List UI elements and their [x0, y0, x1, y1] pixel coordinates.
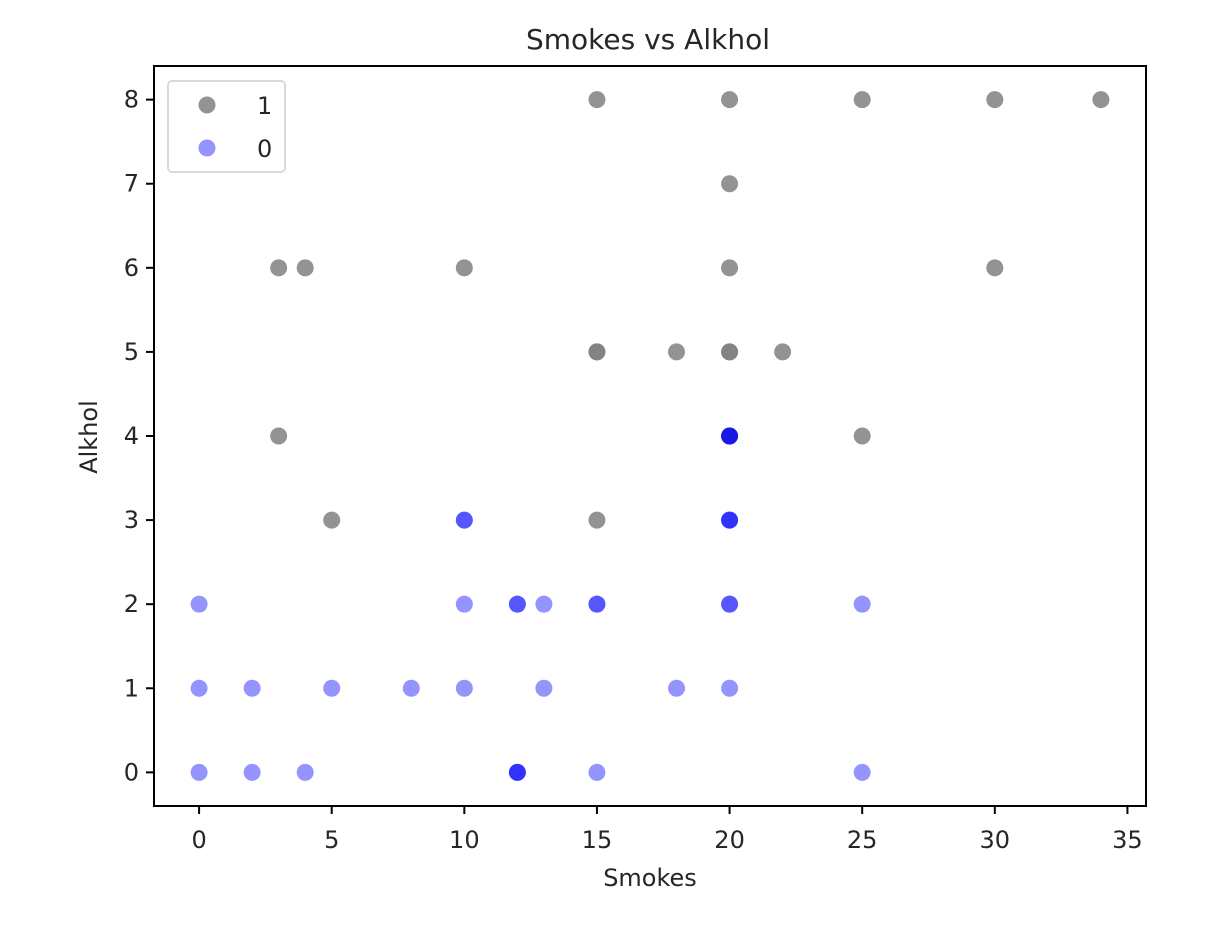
y-axis-tick-label: 2 — [124, 590, 139, 618]
legend-marker — [198, 96, 216, 114]
series-1-point — [986, 91, 1004, 109]
legend: 10 — [167, 80, 286, 173]
y-axis-tick-label: 8 — [124, 86, 139, 114]
series-0-point — [721, 511, 739, 529]
plot-area — [153, 65, 1147, 807]
series-0-point — [455, 511, 473, 529]
series-0-point — [668, 679, 686, 697]
x-axis-tick-label: 30 — [980, 826, 1011, 854]
y-axis-tick-label: 5 — [124, 338, 139, 366]
series-1-point — [270, 259, 288, 277]
series-1-point — [721, 175, 739, 193]
chart-title: Smokes vs Alkhol — [526, 23, 770, 56]
series-0-point — [588, 595, 606, 613]
series-0-point — [535, 595, 553, 613]
y-axis-tick-label: 7 — [124, 170, 139, 198]
series-1-point — [853, 91, 871, 109]
series-1-point — [323, 511, 341, 529]
series-1-point — [774, 343, 792, 361]
series-0-point — [243, 763, 261, 781]
series-0-point — [190, 763, 208, 781]
legend-marker — [198, 139, 216, 157]
y-axis-tick-label: 3 — [124, 506, 139, 534]
series-0-point — [588, 763, 606, 781]
series-1-point — [721, 91, 739, 109]
series-0-point — [455, 595, 473, 613]
x-axis-tick-label: 0 — [191, 826, 206, 854]
series-0-point — [508, 763, 526, 781]
series-0-point — [721, 511, 739, 529]
x-axis-tick-label: 35 — [1112, 826, 1143, 854]
series-1-point — [588, 91, 606, 109]
series-0-point — [455, 511, 473, 529]
series-0-point — [853, 763, 871, 781]
series-0-point — [508, 595, 526, 613]
series-1-point — [721, 343, 739, 361]
series-0-point — [721, 679, 739, 697]
series-1-point — [455, 259, 473, 277]
x-axis-tick-label: 25 — [847, 826, 878, 854]
x-axis-tick-label: 20 — [714, 826, 745, 854]
series-0-point — [721, 595, 739, 613]
y-axis-tick-label: 6 — [124, 254, 139, 282]
series-0-point — [323, 679, 341, 697]
series-1-point — [588, 343, 606, 361]
series-0-point — [721, 511, 739, 529]
series-0-point — [455, 679, 473, 697]
series-0-point — [721, 427, 739, 445]
series-1-point — [986, 259, 1004, 277]
series-0-point — [721, 427, 739, 445]
legend-label: 1 — [257, 92, 272, 120]
y-axis-label: Alkhol — [75, 400, 103, 474]
series-0-point — [190, 679, 208, 697]
series-1-point — [668, 343, 686, 361]
series-0-point — [190, 595, 208, 613]
series-0-point — [402, 679, 420, 697]
x-axis-label: Smokes — [603, 864, 697, 892]
series-0-point — [508, 595, 526, 613]
series-0-point — [296, 763, 314, 781]
series-0-point — [508, 763, 526, 781]
series-0-point — [721, 595, 739, 613]
series-0-point — [721, 427, 739, 445]
series-0-point — [853, 595, 871, 613]
series-0-point — [588, 595, 606, 613]
series-0-point — [243, 679, 261, 697]
x-axis-tick-label: 15 — [582, 826, 613, 854]
series-1-point — [270, 427, 288, 445]
x-axis-tick-label: 10 — [449, 826, 480, 854]
y-axis-tick-label: 4 — [124, 422, 139, 450]
x-axis-tick-label: 5 — [324, 826, 339, 854]
series-1-point — [721, 427, 739, 445]
series-1-point — [1092, 91, 1110, 109]
series-0-point — [508, 763, 526, 781]
legend-box — [167, 80, 286, 173]
series-1-point — [853, 427, 871, 445]
series-0-point — [535, 679, 553, 697]
y-axis-tick-label: 1 — [124, 674, 139, 702]
series-1-point — [721, 259, 739, 277]
y-axis-tick-label: 0 — [124, 758, 139, 786]
legend-label: 0 — [257, 135, 272, 163]
series-1-point — [588, 511, 606, 529]
series-1-point — [296, 259, 314, 277]
